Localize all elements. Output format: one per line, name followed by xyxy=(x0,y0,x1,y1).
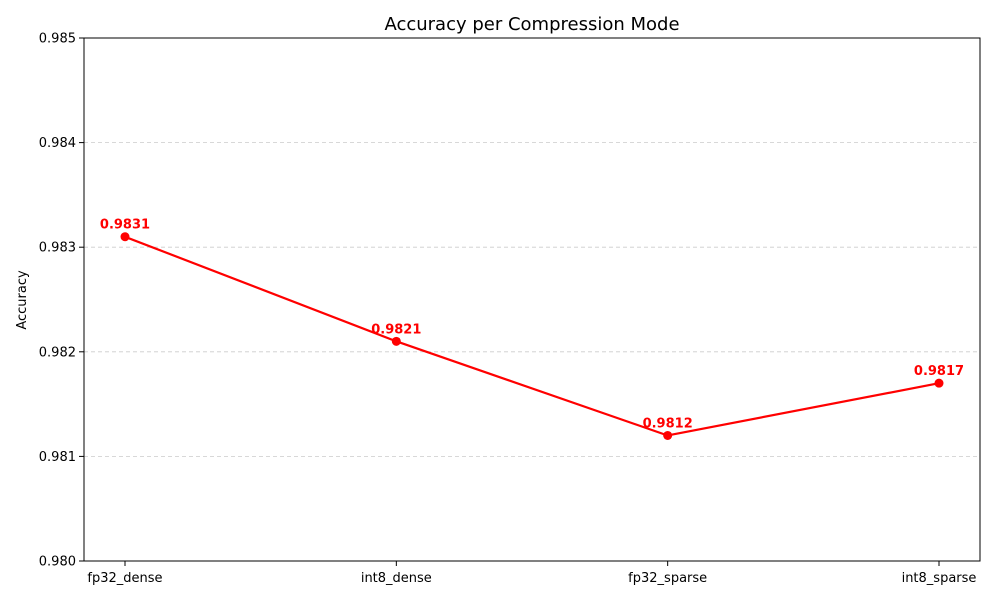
x-tick-label: fp32_dense xyxy=(87,571,162,586)
y-tick-label: 0.980 xyxy=(39,555,76,570)
data-label: 0.9812 xyxy=(643,416,693,431)
y-tick-label: 0.982 xyxy=(39,345,76,360)
y-tick-label: 0.985 xyxy=(39,32,76,47)
gridlines xyxy=(84,142,980,457)
data-label: 0.9821 xyxy=(371,322,421,337)
x-axis-ticks: fp32_dense int8_dense fp32_sparse int8_spar… xyxy=(87,561,976,586)
data-label: 0.9817 xyxy=(914,364,964,379)
data-point xyxy=(934,378,944,388)
y-tick-label: 0.984 xyxy=(39,136,76,151)
y-axis-label: Accuracy xyxy=(15,270,30,330)
data-point xyxy=(120,232,130,242)
series-line xyxy=(124,235,940,437)
data-point xyxy=(391,336,401,346)
data-point xyxy=(663,430,673,440)
y-tick-label: 0.983 xyxy=(39,241,76,256)
x-tick-label: int8_dense xyxy=(361,571,432,586)
data-label: 0.9831 xyxy=(100,218,150,233)
chart-title: Accuracy per Compression Mode xyxy=(384,14,679,35)
y-tick-label: 0.981 xyxy=(39,450,76,465)
plot-frame xyxy=(83,37,981,562)
x-tick-label: fp32_sparse xyxy=(628,571,707,586)
x-tick-label: int8_sparse xyxy=(902,571,977,586)
y-axis-ticks: 0.980 0.981 0.982 0.983 0.984 0.985 xyxy=(39,32,84,570)
series-group: 0.9831 0.9821 0.9812 0.9817 xyxy=(100,218,964,440)
